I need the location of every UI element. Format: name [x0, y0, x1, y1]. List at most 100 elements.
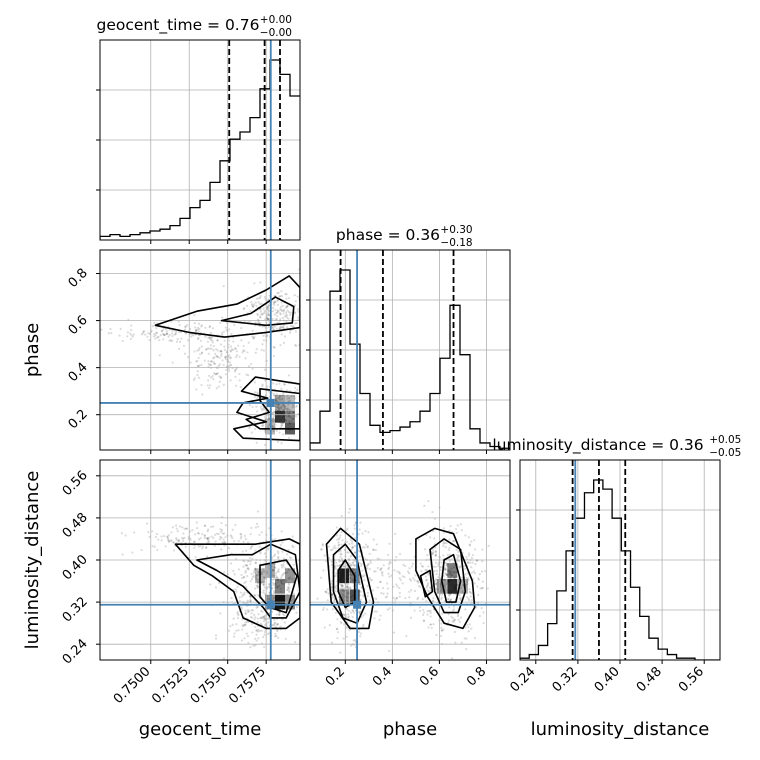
sample-point — [250, 526, 253, 529]
sample-point — [292, 592, 295, 595]
sample-point — [256, 580, 259, 583]
sample-point — [258, 545, 261, 548]
sample-point — [260, 348, 263, 351]
sample-point — [263, 408, 266, 411]
sample-point — [284, 306, 287, 309]
sample-point — [227, 547, 231, 550]
sample-point — [220, 521, 223, 525]
sample-point — [273, 303, 276, 306]
sample-point — [286, 304, 289, 307]
sample-point — [262, 567, 265, 571]
sample-point — [178, 347, 181, 350]
sample-point — [294, 304, 297, 307]
sample-point — [165, 332, 168, 335]
density-cell — [339, 568, 350, 584]
sample-point — [275, 576, 279, 579]
sample-point — [418, 606, 422, 609]
sample-point — [107, 332, 110, 335]
sample-point — [409, 542, 412, 545]
sample-point — [345, 608, 349, 611]
sample-point — [274, 632, 277, 636]
sample-point — [434, 550, 437, 553]
sample-point — [237, 629, 240, 632]
sample-point — [278, 327, 281, 330]
sample-point — [277, 409, 280, 412]
sample-point — [206, 347, 210, 350]
sample-point — [272, 416, 275, 419]
sample-point — [241, 550, 244, 553]
sample-point — [272, 346, 275, 349]
density-cell — [447, 578, 458, 594]
sample-point — [396, 585, 399, 588]
histogram-bin — [210, 182, 220, 240]
sample-point — [193, 322, 196, 325]
sample-point — [194, 329, 198, 332]
sample-point — [191, 529, 194, 532]
sample-point — [401, 582, 404, 585]
density-cell — [285, 418, 295, 435]
sample-point — [259, 308, 262, 311]
sample-point — [171, 526, 175, 529]
sample-point — [327, 545, 331, 548]
sample-point — [252, 305, 255, 309]
sample-point — [258, 315, 262, 318]
sample-point — [200, 351, 204, 355]
sample-point — [207, 362, 210, 366]
sample-point — [232, 635, 236, 638]
sample-point — [334, 611, 337, 614]
histogram-bin — [120, 236, 130, 240]
sample-point — [224, 326, 227, 329]
sample-point — [282, 309, 285, 312]
sample-point — [250, 300, 253, 304]
sample-point — [302, 316, 304, 318]
sample-point — [156, 336, 159, 339]
sample-point — [273, 325, 276, 328]
sample-point — [448, 546, 451, 549]
sample-point — [216, 372, 219, 375]
sample-point — [281, 422, 284, 425]
sample-point — [212, 536, 215, 539]
axis-label-luminosity_distance: luminosity_distance — [22, 471, 43, 650]
sample-point — [281, 412, 284, 415]
sample-point — [214, 634, 218, 637]
sample-point — [375, 543, 378, 546]
sample-point — [276, 415, 279, 418]
sample-point — [253, 587, 257, 590]
sample-point — [249, 646, 252, 649]
sample-point — [157, 335, 160, 339]
sample-point — [442, 527, 446, 530]
histogram-bin — [557, 591, 566, 660]
tick-label-luminosity_distance: 0.32 — [550, 664, 581, 695]
sample-point — [271, 326, 274, 329]
sample-point — [359, 635, 362, 638]
sample-point — [277, 409, 280, 413]
sample-point — [244, 621, 247, 624]
sample-point — [267, 527, 271, 530]
sample-point — [428, 609, 431, 613]
sample-point — [217, 364, 220, 368]
title-luminosity_distance: luminosity_distance = 0.36 +0.05−0.05 — [492, 434, 741, 459]
sample-point — [109, 327, 112, 331]
sample-point — [440, 612, 444, 615]
sample-point — [429, 623, 432, 626]
sample-point — [409, 616, 412, 619]
sample-point — [273, 586, 276, 590]
histogram-bin — [140, 233, 150, 240]
sample-point — [286, 326, 289, 329]
sample-point — [334, 590, 337, 593]
sample-point — [243, 349, 246, 352]
sample-point — [194, 533, 197, 536]
sample-point — [378, 580, 382, 583]
sample-point — [392, 596, 395, 599]
sample-point — [387, 563, 391, 566]
sample-point — [277, 578, 280, 581]
sample-point — [219, 321, 222, 324]
sample-point — [198, 327, 201, 331]
sample-point — [261, 570, 264, 573]
sample-point — [473, 538, 476, 542]
sample-point — [222, 330, 225, 333]
sample-point — [376, 557, 379, 560]
sample-point — [297, 662, 299, 664]
sample-point — [278, 597, 281, 600]
sample-point — [394, 532, 397, 535]
